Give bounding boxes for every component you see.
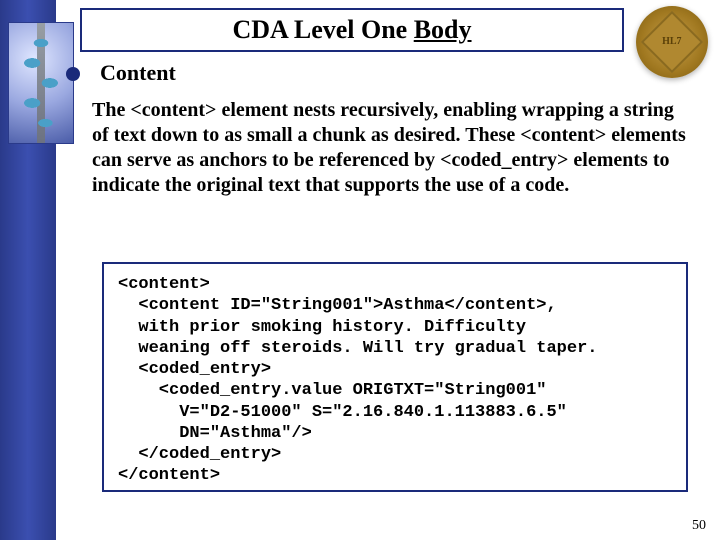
section-header: Content bbox=[82, 60, 176, 86]
caduceus-image bbox=[8, 22, 74, 144]
title-box: CDA Level One Body bbox=[80, 8, 624, 52]
hl7-logo-text: HL7 bbox=[662, 37, 681, 47]
bullet-icon bbox=[66, 67, 80, 81]
slide: HL7 CDA Level One Body Content The <cont… bbox=[0, 0, 720, 540]
code-content: <content> <content ID="String001">Asthma… bbox=[118, 274, 672, 487]
section-header-text: Content bbox=[100, 60, 176, 85]
slide-title: CDA Level One Body bbox=[232, 15, 471, 45]
title-prefix: CDA Level One bbox=[232, 15, 413, 44]
page-number: 50 bbox=[692, 518, 706, 534]
title-underlined: Body bbox=[414, 15, 472, 44]
hl7-logo-inner: HL7 bbox=[641, 11, 703, 73]
hl7-logo: HL7 bbox=[636, 6, 708, 78]
body-paragraph: The <content> element nests recursively,… bbox=[92, 98, 692, 198]
code-box: <content> <content ID="String001">Asthma… bbox=[102, 262, 688, 492]
